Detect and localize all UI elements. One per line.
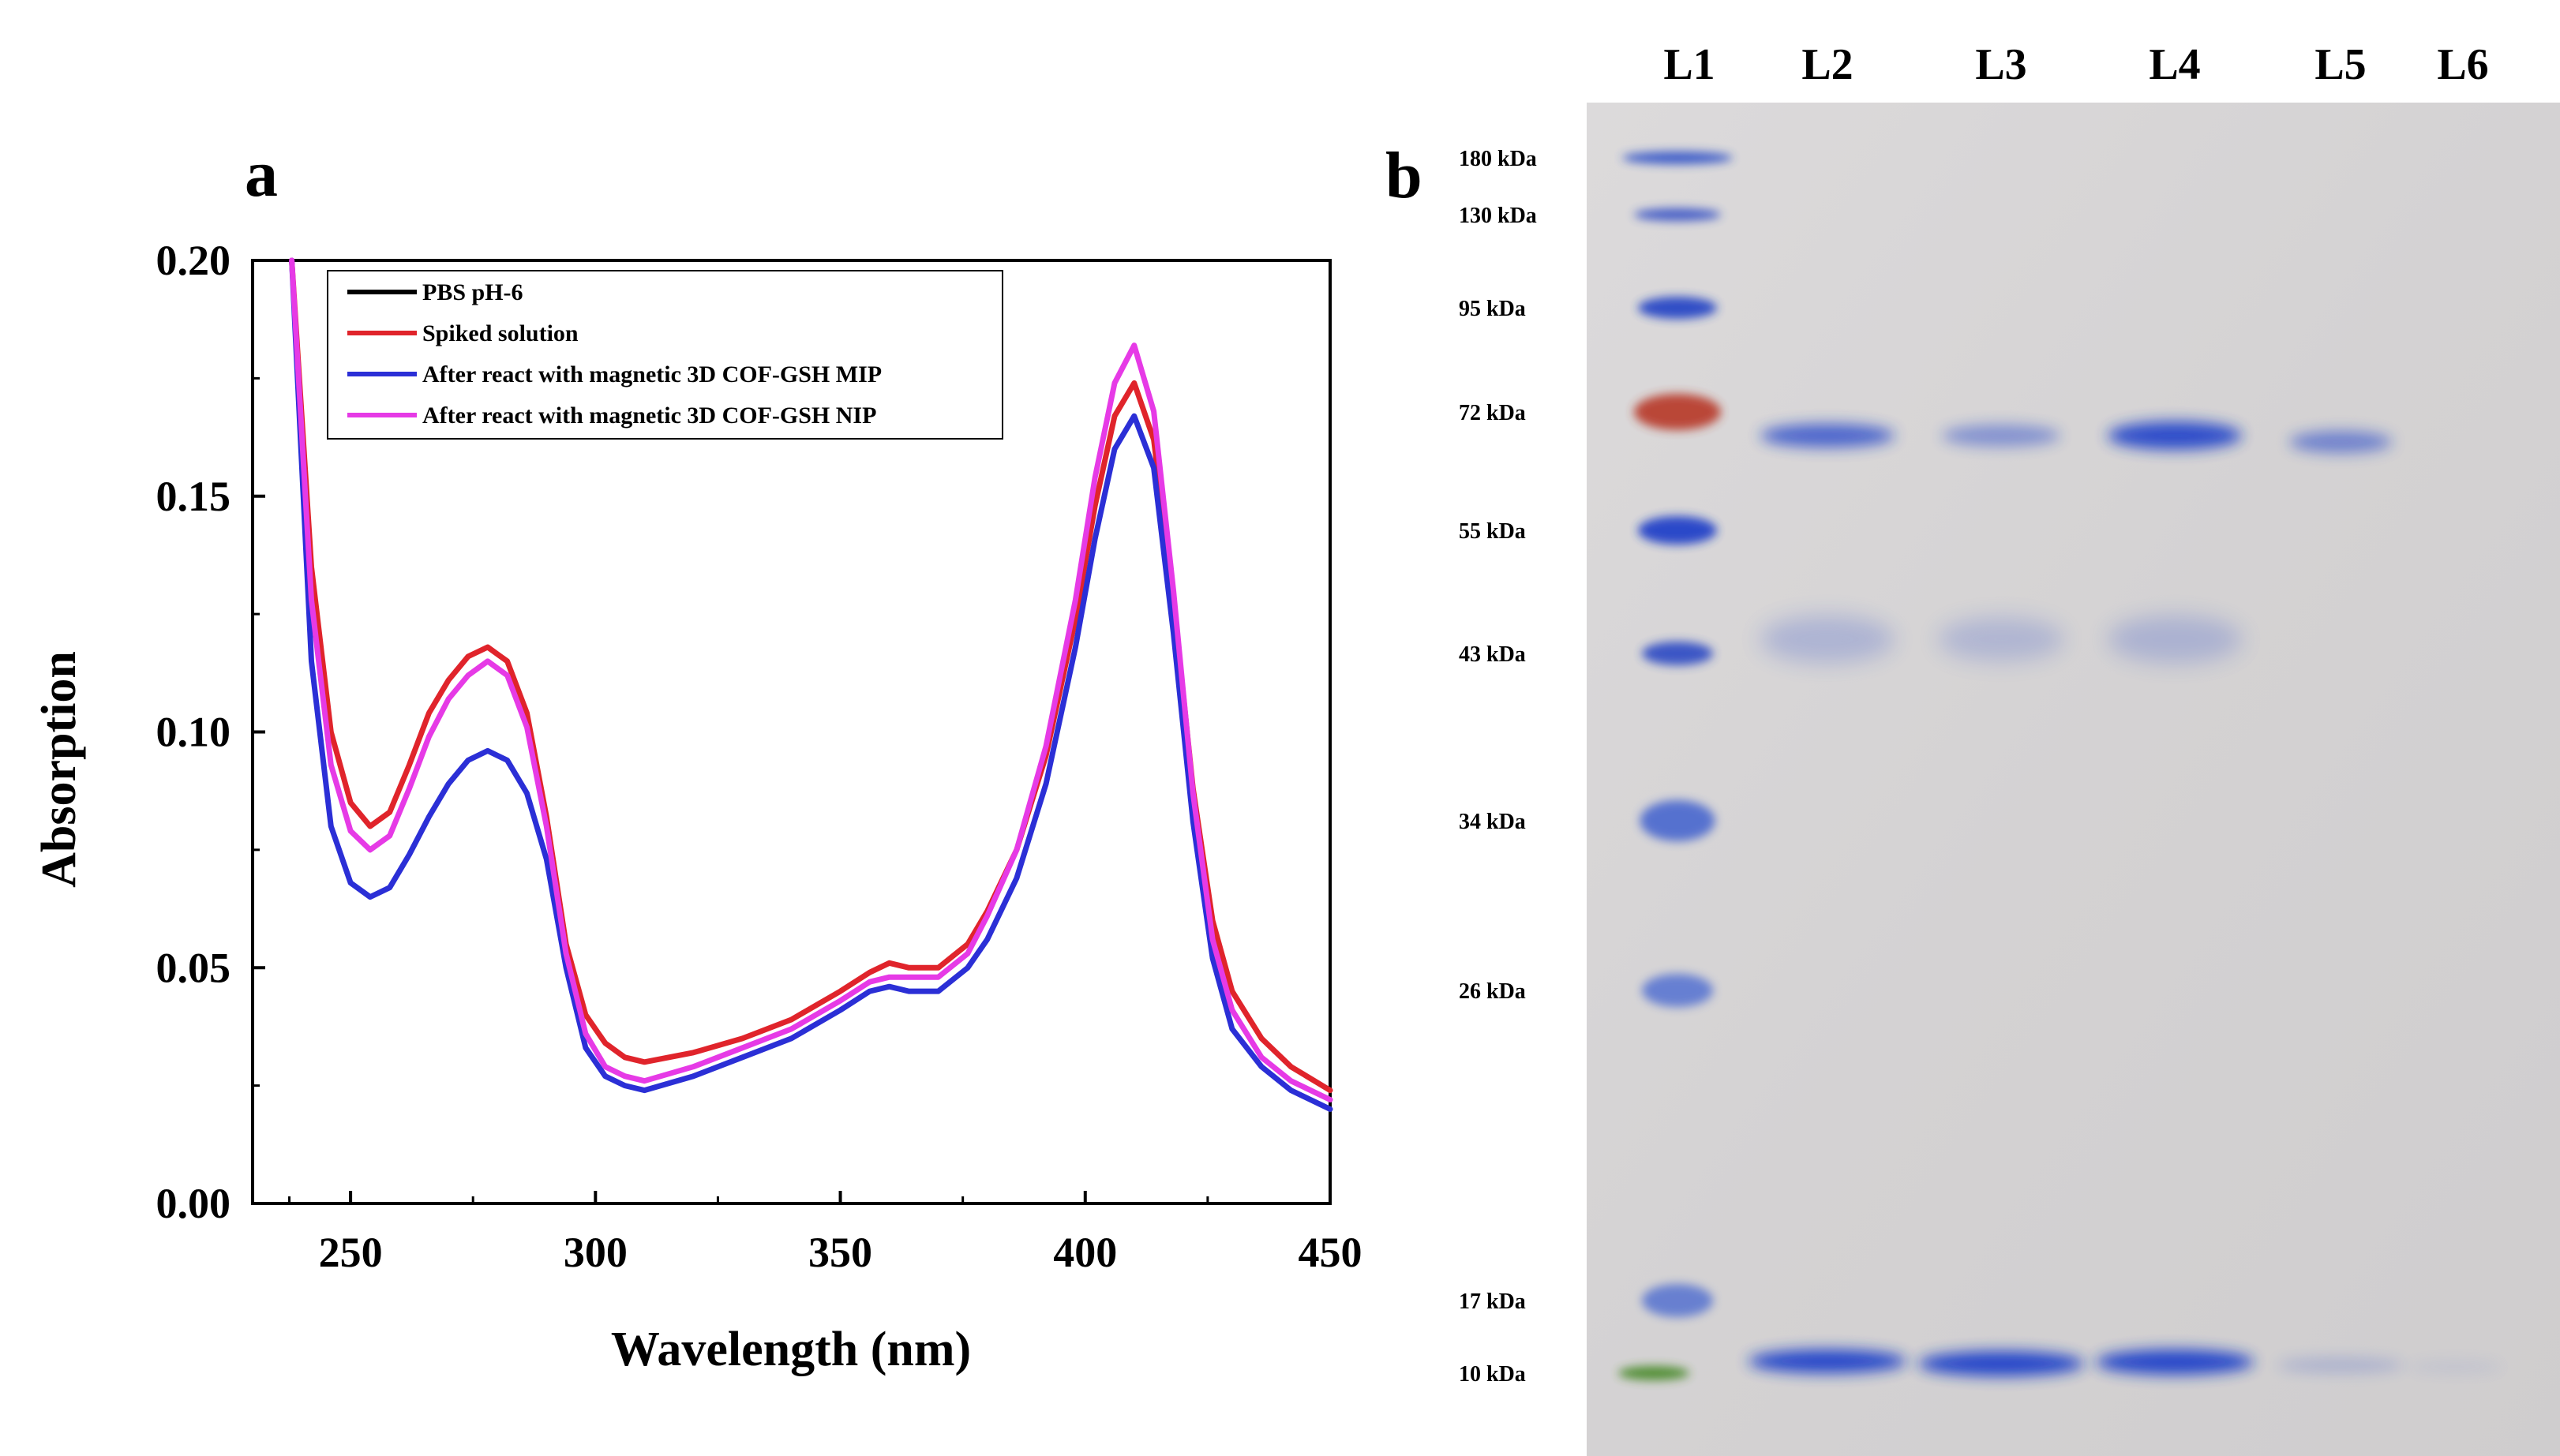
sample-band bbox=[1760, 616, 1895, 663]
marker-label: 43 kDa bbox=[1459, 642, 1526, 667]
y-tick-label: 0.10 bbox=[156, 709, 231, 756]
lane-label-l4: L4 bbox=[2149, 40, 2200, 89]
x-tick-label: 300 bbox=[564, 1229, 628, 1276]
y-axis-ticks: 0.00 0.05 0.10 0.15 0.20 bbox=[156, 237, 265, 1227]
ladder-band bbox=[1634, 208, 1721, 221]
series-line-2 bbox=[289, 257, 1333, 1094]
sample-bands bbox=[1749, 421, 2502, 1376]
marker-label: 95 kDa bbox=[1459, 297, 1526, 321]
legend-label: After react with magnetic 3D COF-GSH NIP bbox=[422, 402, 876, 429]
x-tick-label: 450 bbox=[1299, 1229, 1362, 1276]
panel-a-chart: a 250 300 350 400 450 0.00 0.05 0.10 0.15 0.20 W… bbox=[32, 137, 1362, 1376]
x-tick-label: 350 bbox=[808, 1229, 872, 1276]
y-tick-label: 0.15 bbox=[156, 473, 231, 520]
x-tick-label: 250 bbox=[319, 1229, 383, 1276]
x-axis-label: Wavelength (nm) bbox=[611, 1323, 971, 1376]
ladder-band bbox=[1638, 516, 1717, 545]
sample-band bbox=[1942, 425, 2060, 447]
sample-band bbox=[2108, 421, 2242, 450]
sample-band bbox=[2096, 1349, 2254, 1375]
sample-band bbox=[1749, 1349, 1906, 1373]
marker-label: 17 kDa bbox=[1459, 1289, 1526, 1314]
marker-label: 55 kDa bbox=[1459, 519, 1526, 544]
lane-label-l3: L3 bbox=[1975, 40, 2026, 89]
lane-label-l6: L6 bbox=[2437, 40, 2488, 89]
marker-label: 130 kDa bbox=[1459, 204, 1537, 228]
marker-labels: 180 kDa 130 kDa 95 kDa 72 kDa 55 kDa 43 kDa 34… bbox=[1459, 147, 1537, 1387]
marker-label: 72 kDa bbox=[1459, 401, 1526, 425]
ladder-band bbox=[1622, 152, 1733, 164]
ladder-band bbox=[1642, 642, 1713, 665]
sample-band bbox=[2289, 431, 2392, 453]
panel-a-letter: a bbox=[245, 137, 278, 211]
y-tick-label: 0.05 bbox=[156, 944, 231, 991]
series-layer bbox=[260, 257, 1333, 1205]
marker-label: 34 kDa bbox=[1459, 810, 1526, 834]
gel-image bbox=[1587, 103, 2560, 1456]
y-axis-label: Absorption bbox=[32, 651, 86, 888]
sample-band bbox=[1760, 424, 1895, 447]
x-axis-ticks: 250 300 350 400 450 bbox=[288, 1191, 1362, 1276]
ladder-band bbox=[1638, 297, 1717, 319]
ladder-band bbox=[1634, 394, 1721, 430]
legend-box bbox=[327, 270, 1003, 440]
marker-label: 10 kDa bbox=[1459, 1362, 1526, 1387]
series-line-4 bbox=[289, 257, 1333, 1102]
series-line-3 bbox=[289, 257, 1333, 1112]
marker-label: 26 kDa bbox=[1459, 979, 1526, 1004]
ladder-band bbox=[1618, 1366, 1689, 1380]
sample-band bbox=[1918, 1351, 2084, 1376]
ladder-band bbox=[1642, 974, 1713, 1007]
marker-label: 180 kDa bbox=[1459, 147, 1537, 171]
lane-label-l1: L1 bbox=[1663, 40, 1715, 89]
ladder-bands bbox=[1618, 152, 1733, 1380]
lane-labels: L1 L2 L3 L4 L5 L6 bbox=[1663, 40, 2488, 89]
lane-label-l5: L5 bbox=[2314, 40, 2366, 89]
sample-band bbox=[2408, 1361, 2502, 1373]
sample-band bbox=[2108, 616, 2242, 663]
sample-band bbox=[1938, 617, 2064, 661]
panel-b-letter: b bbox=[1385, 139, 1422, 212]
legend-label: PBS pH-6 bbox=[422, 279, 523, 305]
legend-label: After react with magnetic 3D COF-GSH MIP bbox=[422, 361, 882, 387]
ladder-band bbox=[1640, 800, 1715, 841]
x-tick-label: 400 bbox=[1053, 1229, 1117, 1276]
legend: PBS pH-6 Spiked solution After react with … bbox=[327, 270, 1003, 440]
y-tick-label: 0.00 bbox=[156, 1180, 231, 1227]
panel-b-gel: b L1 L2 L3 L4 L5 L6 180 kDa 130 kDa 95 kDa 72 kD… bbox=[1385, 40, 2560, 1456]
lane-label-l2: L2 bbox=[1801, 40, 1853, 89]
y-tick-label: 0.20 bbox=[156, 237, 231, 284]
ladder-band bbox=[1642, 1284, 1713, 1317]
sample-band bbox=[2277, 1357, 2404, 1373]
legend-items: PBS pH-6 Spiked solution After react with … bbox=[347, 279, 882, 429]
legend-label: Spiked solution bbox=[422, 320, 579, 346]
